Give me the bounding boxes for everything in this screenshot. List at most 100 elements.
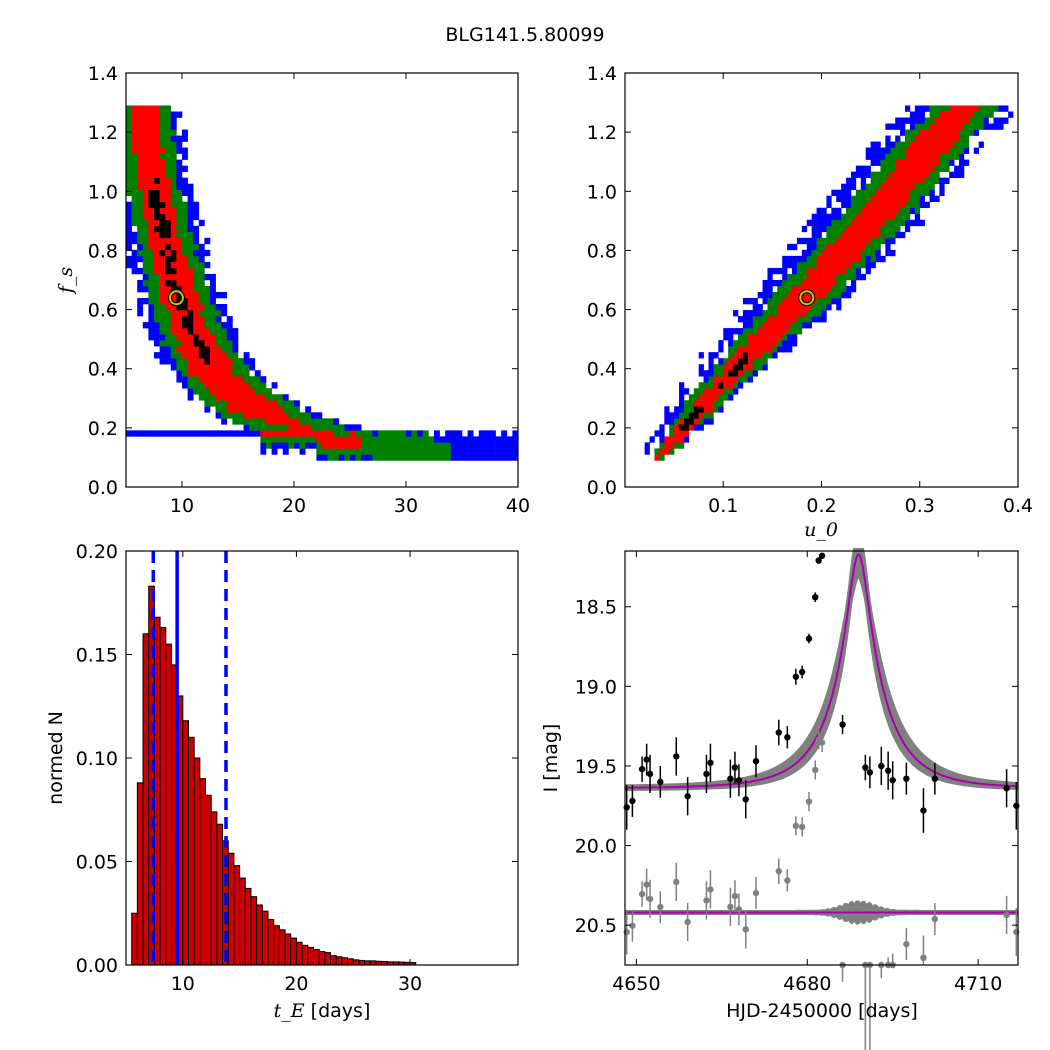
- heatmap-cell: [993, 123, 999, 130]
- heatmap-cell: [841, 285, 847, 293]
- heatmap-cell: [895, 177, 901, 184]
- heatmap-cell: [170, 334, 177, 341]
- heatmap-cell: [238, 406, 244, 413]
- heatmap-cell: [338, 436, 345, 443]
- heatmap-cell: [210, 297, 216, 305]
- heatmap-cell: [959, 123, 965, 130]
- heatmap-cell: [501, 448, 508, 455]
- hist-bar: [227, 852, 235, 966]
- heatmap-cell: [806, 249, 812, 257]
- heatmap-cell: [885, 201, 891, 209]
- heatmap-core-cell: [170, 267, 177, 275]
- heatmap-cell: [126, 189, 132, 197]
- heatmap-cell: [243, 388, 250, 395]
- heatmap-cell: [860, 213, 867, 221]
- data-point: [862, 764, 869, 771]
- heatmap-cell: [137, 177, 144, 184]
- data-point: [878, 762, 885, 770]
- heatmap-cell: [204, 406, 211, 413]
- heatmap-cell: [900, 141, 906, 148]
- heatmap-cell: [165, 189, 172, 197]
- heatmap-cell: [366, 442, 373, 449]
- heatmap-cell: [148, 231, 155, 239]
- heatmap-cell: [512, 454, 519, 461]
- heatmap-cell: [723, 388, 729, 395]
- heatmap-cell: [919, 159, 925, 166]
- heatmap-cell: [238, 364, 244, 371]
- heatmap-cell: [703, 394, 709, 401]
- heatmap-cell: [752, 310, 758, 317]
- heatmap-cell: [299, 442, 306, 449]
- heatmap-cell: [148, 213, 155, 221]
- heatmap-cell: [919, 219, 925, 227]
- heatmap-cell: [737, 328, 744, 335]
- heatmap-cell: [142, 183, 149, 191]
- heatmap-cell: [767, 279, 773, 287]
- heatmap-cell: [204, 334, 211, 341]
- heatmap-cell: [187, 364, 194, 371]
- heatmap-cell: [126, 177, 132, 184]
- heatmap-cell: [176, 255, 183, 263]
- heatmap-cell: [165, 328, 172, 335]
- heatmap-cell: [723, 376, 729, 383]
- heatmap-cell: [266, 400, 272, 407]
- heatmap-cell: [821, 310, 827, 317]
- heatmap-cell: [372, 436, 379, 443]
- heatmap-cell: [170, 195, 177, 203]
- hist-bar: [364, 960, 371, 966]
- heatmap-cell: [924, 117, 930, 124]
- heatmap-cell: [294, 418, 300, 425]
- heatmap-cell: [238, 388, 244, 395]
- heatmap-cell: [238, 430, 244, 437]
- heatmap-cell: [193, 430, 200, 437]
- heatmap-cell: [187, 189, 194, 197]
- heatmap-cell: [909, 165, 916, 172]
- heatmap-cell: [277, 430, 284, 437]
- heatmap-cell: [232, 346, 239, 353]
- heatmap-cell: [890, 195, 896, 203]
- heatmap-cell: [226, 412, 233, 419]
- heatmap-cell: [434, 430, 440, 437]
- heatmap-cell: [232, 382, 239, 389]
- heatmap-cell: [187, 225, 194, 233]
- heatmap-cell: [905, 177, 911, 184]
- heatmap-core-cell: [198, 340, 205, 347]
- heatmap-cell: [249, 376, 256, 383]
- heatmap-cell: [693, 418, 699, 425]
- heatmap-cell: [895, 147, 901, 154]
- heatmap-cell: [131, 201, 138, 209]
- heatmap-cell: [389, 442, 396, 449]
- heatmap-cell: [210, 346, 216, 353]
- heatmap-cell: [762, 297, 768, 305]
- heatmap-cell: [445, 442, 452, 449]
- heatmap-cell: [215, 364, 222, 371]
- heatmap-cell: [737, 352, 744, 359]
- heatmap-cell: [187, 334, 194, 341]
- heatmap-cell: [176, 225, 183, 233]
- heatmap-cell: [801, 225, 808, 233]
- heatmap-cell: [148, 207, 155, 215]
- heatmap-cell: [875, 183, 881, 191]
- heatmap-cell: [954, 141, 960, 148]
- heatmap-cell: [154, 183, 160, 191]
- heatmap-cell: [148, 249, 155, 257]
- heatmap-cell: [271, 406, 278, 413]
- heatmap-cell: [316, 418, 323, 425]
- heatmap-cell: [187, 394, 194, 401]
- heatmap-cell: [232, 430, 239, 437]
- data-point: [735, 777, 743, 784]
- heatmap-cell: [187, 255, 194, 263]
- heatmap-core-cell: [193, 340, 200, 347]
- heatmap-cell: [909, 195, 916, 203]
- heatmap-cell: [929, 129, 935, 136]
- heatmap-core-cell: [198, 346, 205, 353]
- heatmap-cell: [165, 147, 172, 154]
- heatmap-cell: [366, 430, 373, 437]
- heatmap-cell: [176, 237, 183, 245]
- heatmap-cell: [698, 394, 704, 401]
- heatmap-cell: [182, 310, 188, 317]
- heatmap-core-cell: [165, 279, 172, 287]
- heatmap-cell: [137, 105, 144, 112]
- heatmap-cell: [260, 442, 267, 449]
- heatmap-core-cell: [733, 370, 739, 377]
